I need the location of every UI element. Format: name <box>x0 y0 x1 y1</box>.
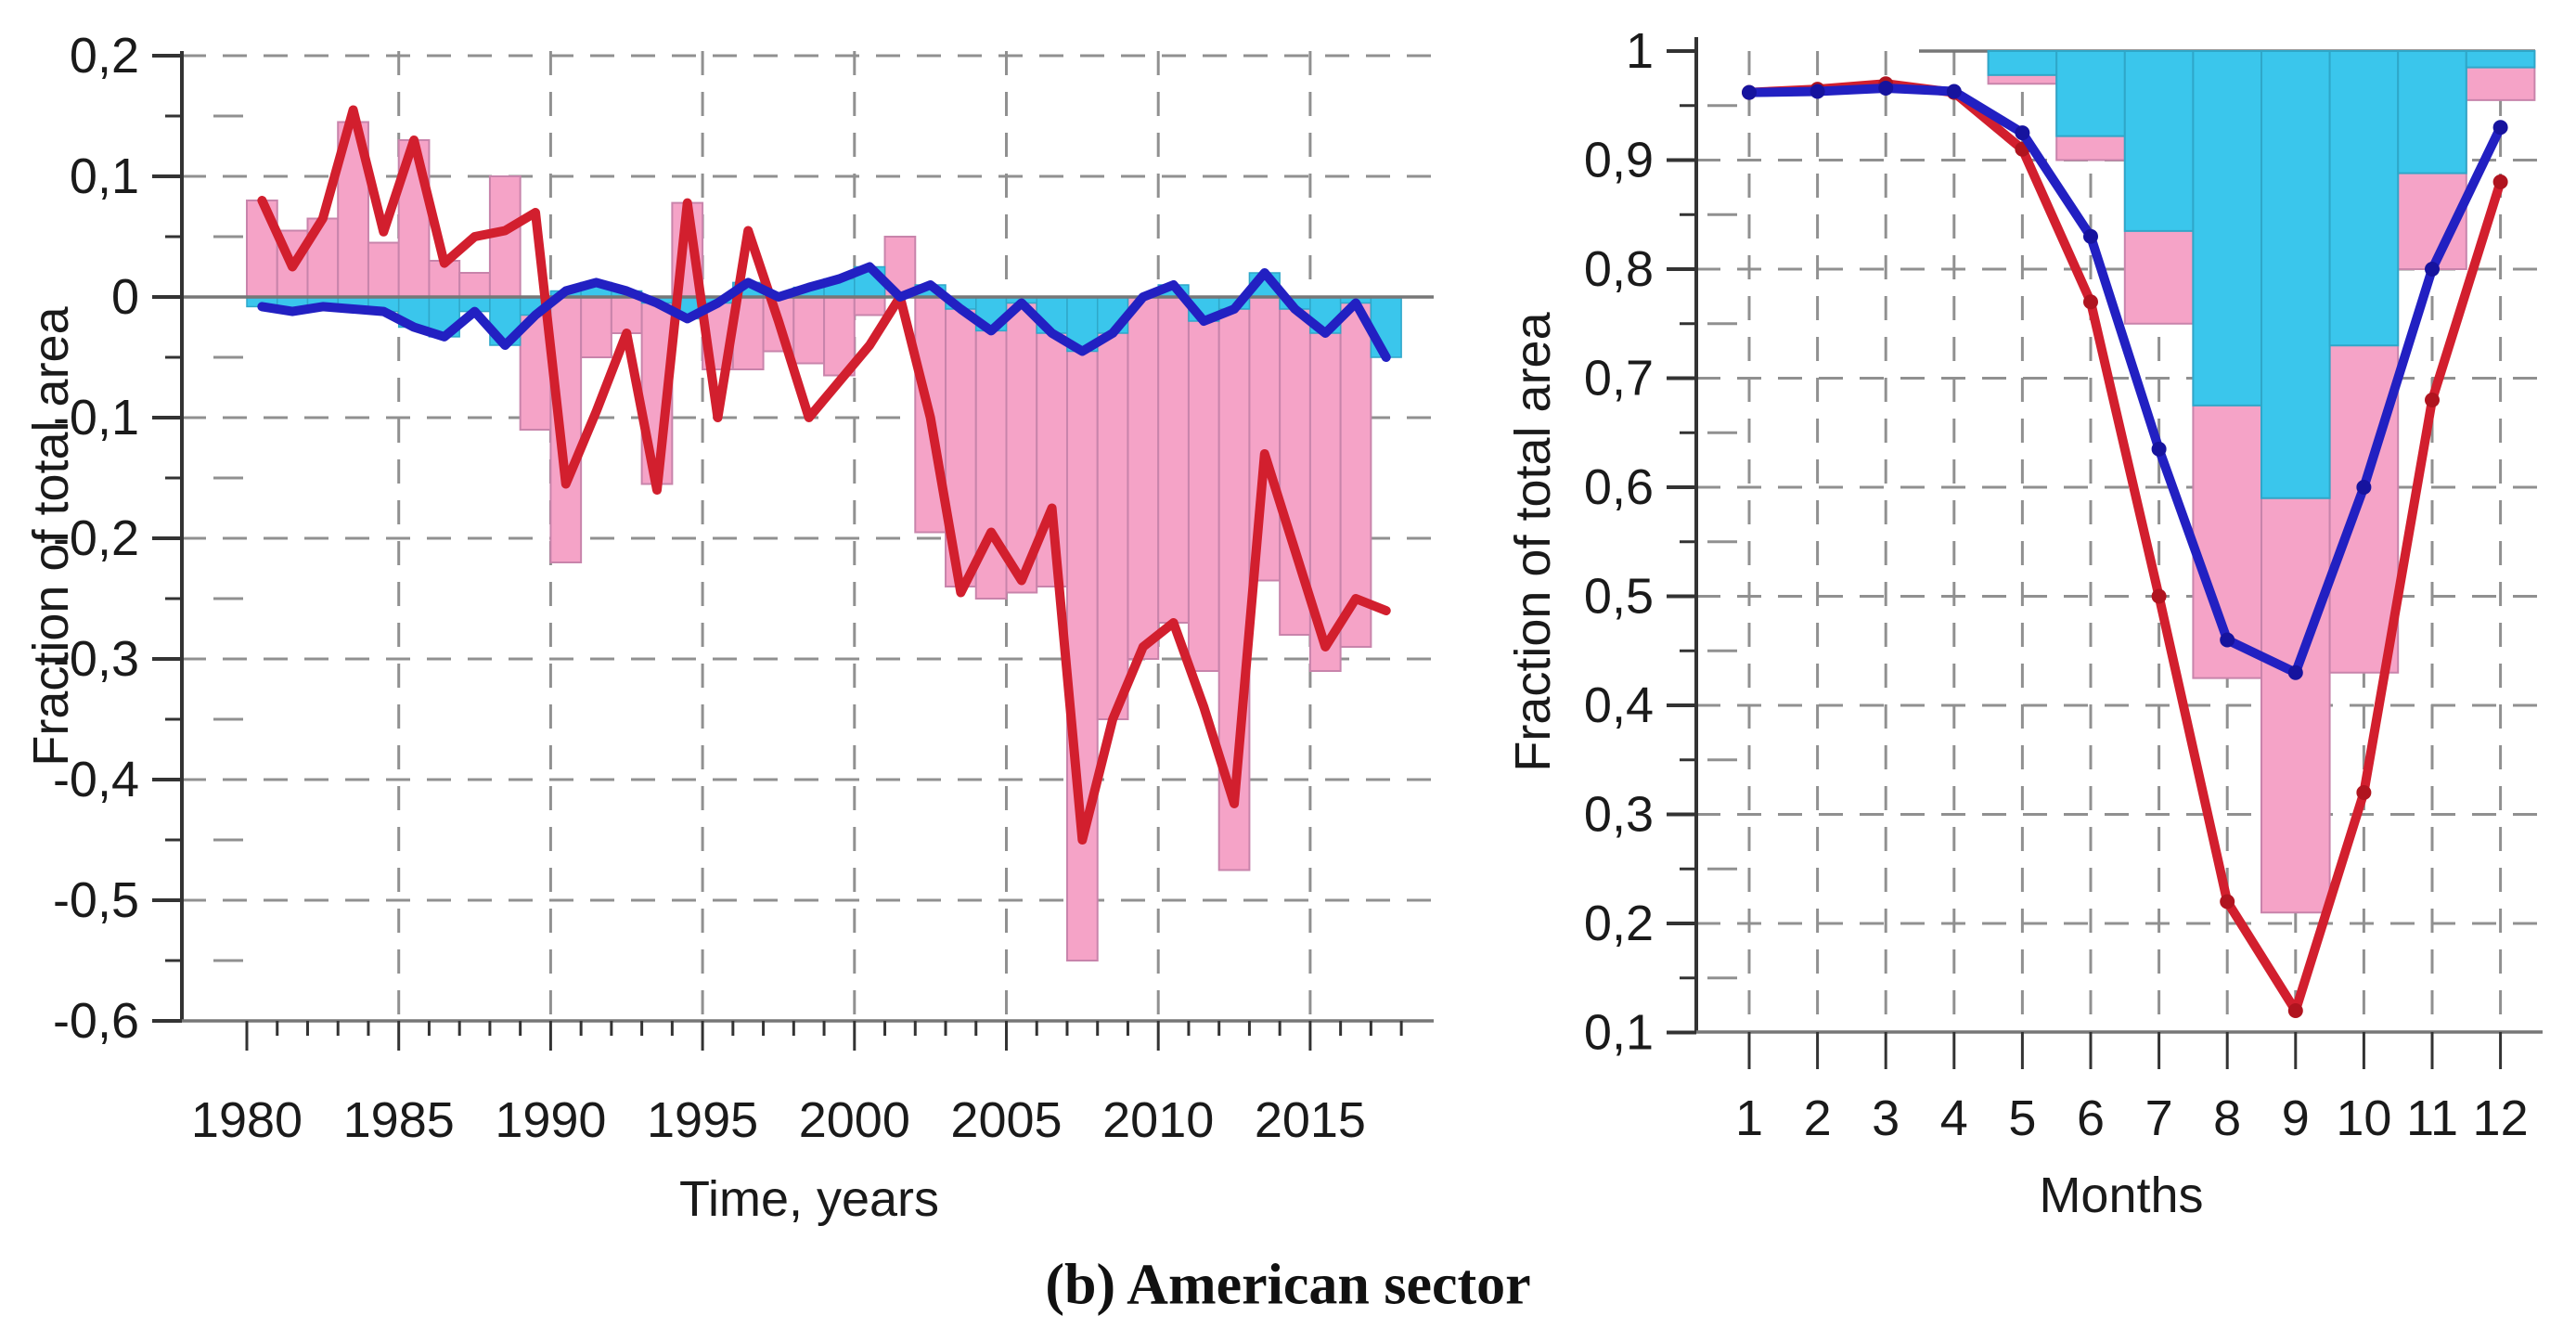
red-series-line-dot <box>2151 588 2167 604</box>
blue-series-line-dot <box>2151 441 2167 457</box>
y-tick-label: 1 <box>1626 23 1654 79</box>
cyan-bar <box>1987 50 2058 76</box>
blue-series-line <box>257 262 1391 362</box>
x-tick-label: 7 <box>2145 1090 2173 1146</box>
pink-bar <box>792 296 826 365</box>
cyan-bar <box>2397 50 2467 174</box>
pink-bar <box>580 296 612 358</box>
y-tick-label: -0,1 <box>53 390 139 445</box>
y-tick-label: 0,2 <box>1584 896 1654 951</box>
blue-series-line-dot <box>1742 84 1757 100</box>
y-tick-label: 0,5 <box>1584 569 1654 625</box>
y-tick-label: 0,8 <box>1584 241 1654 297</box>
x-tick-label: 4 <box>1940 1090 1968 1146</box>
cyan-bar <box>2465 50 2536 69</box>
left-x-axis-title: Time, years <box>678 1171 940 1227</box>
red-series-line-dot <box>2425 393 2440 407</box>
blue-series-line-dot <box>2356 480 2372 495</box>
y-tick-label: -0,4 <box>53 752 139 807</box>
x-tick-label: 8 <box>2213 1090 2241 1146</box>
y-tick-label: 0,3 <box>1584 787 1654 843</box>
y-tick-label: -0,2 <box>53 510 139 566</box>
red-series-line-dot <box>2220 894 2235 910</box>
x-tick-label: 2010 <box>1102 1092 1214 1148</box>
cyan-bar <box>2192 50 2262 406</box>
pink-bar <box>945 296 977 587</box>
y-tick-label: -0,6 <box>53 993 139 1049</box>
y-tick-label: -0,3 <box>53 631 139 687</box>
pink-bar <box>853 296 886 316</box>
blue-series-line-dot <box>1878 80 1894 96</box>
x-tick-label: 12 <box>2473 1090 2529 1146</box>
blue-series-line-dot <box>2287 664 2303 680</box>
blue-series-line-dot <box>2083 228 2098 244</box>
blue-series-line-dot <box>1810 84 1825 99</box>
x-tick-label: 2 <box>1804 1090 1832 1146</box>
cyan-bar <box>2328 50 2400 347</box>
right-y-axis-title: Fraction of total area <box>1505 312 1561 772</box>
x-tick-label: 2015 <box>1255 1092 1366 1148</box>
x-tick-label: 1995 <box>647 1092 758 1148</box>
right-x-axis-title: Months <box>2039 1168 2204 1223</box>
pink-bar <box>1127 296 1160 660</box>
figure-caption: (b) American sector <box>1045 1253 1531 1317</box>
x-tick-label: 2000 <box>799 1092 910 1148</box>
y-tick-label: 0,1 <box>70 148 139 204</box>
blue-series-line-dot <box>2220 632 2235 648</box>
x-tick-label: 5 <box>2008 1090 2036 1146</box>
red-series-line-dot <box>2356 785 2372 800</box>
x-tick-label: 9 <box>2282 1090 2310 1146</box>
blue-series-line-dot <box>2425 262 2440 277</box>
blue-series-line-dot <box>2015 125 2030 141</box>
pink-bar <box>458 272 491 298</box>
x-tick-label: 10 <box>2336 1090 2391 1146</box>
blue-series-line-dot <box>1946 84 1962 99</box>
x-tick-label: 6 <box>2077 1090 2105 1146</box>
x-tick-label: 1990 <box>495 1092 606 1148</box>
pink-bar <box>367 241 400 298</box>
pink-bar <box>1248 296 1282 582</box>
x-tick-label: 11 <box>2406 1090 2458 1146</box>
red-series-line-dot <box>2287 1003 2303 1018</box>
y-tick-label: 0,4 <box>1584 677 1654 733</box>
cyan-bar <box>2123 50 2195 232</box>
red-series-line <box>257 105 1391 845</box>
pink-bar <box>1339 296 1372 648</box>
x-tick-label: 3 <box>1872 1090 1900 1146</box>
pink-bar <box>246 200 278 298</box>
x-tick-label: 2005 <box>950 1092 1062 1148</box>
x-tick-label: 1980 <box>191 1092 303 1148</box>
blue-series-line <box>1745 83 2505 677</box>
y-tick-label: 0,9 <box>1584 133 1654 188</box>
cyan-bar <box>2260 50 2331 499</box>
red-series-line-dot <box>2492 174 2508 189</box>
y-tick-label: 0,6 <box>1584 459 1654 515</box>
y-tick-label: 0,2 <box>70 28 139 84</box>
pink-bar <box>1005 296 1038 594</box>
pink-bar <box>1187 296 1220 672</box>
y-tick-label: 0,7 <box>1584 351 1654 406</box>
x-tick-label: 1 <box>1735 1090 1763 1146</box>
pink-bar <box>1065 296 1099 961</box>
y-tick-label: -0,5 <box>53 872 139 928</box>
y-tick-label: 0 <box>111 269 139 325</box>
y-tick-label: 0,1 <box>1584 1005 1654 1061</box>
left-y-axis-title: Fraction of total area <box>23 306 79 767</box>
blue-series-line-dot <box>2492 120 2508 135</box>
cyan-bar <box>2055 50 2126 137</box>
pink-bar <box>1096 296 1129 720</box>
red-series-line-dot <box>2083 294 2098 310</box>
x-tick-label: 1985 <box>343 1092 455 1148</box>
pink-bar <box>610 296 643 334</box>
pink-bar <box>1157 296 1190 624</box>
